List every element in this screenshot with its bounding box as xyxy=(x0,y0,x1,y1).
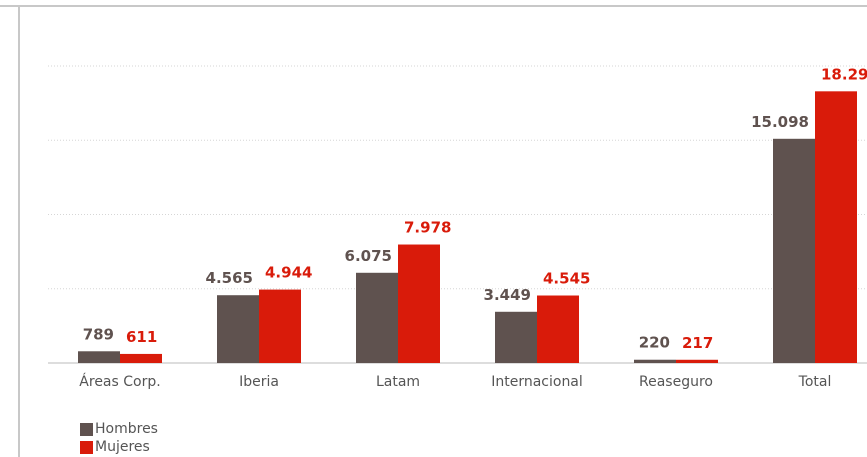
category-labels: Áreas Corp. Iberia Latam Internacional Rease… xyxy=(79,373,831,390)
value-label-mujeres: 217 xyxy=(682,334,713,352)
gridlines xyxy=(48,65,867,364)
value-label-hombres: 15.098 xyxy=(751,113,809,131)
category-label: Iberia xyxy=(239,374,279,390)
legend-label-mujeres: Mujeres xyxy=(95,439,150,455)
value-labels: 789 611 4.565 4.944 6.075 7.978 3.449 4.545 220 2… xyxy=(83,65,867,351)
value-label-hombres: 220 xyxy=(639,334,670,352)
legend-label-hombres: Hombres xyxy=(95,421,158,437)
bar-hombres xyxy=(78,351,120,363)
category-label: Latam xyxy=(376,374,420,390)
category-label: Internacional xyxy=(491,374,583,390)
bar-mujeres xyxy=(815,91,857,364)
legend-item-hombres: Hombres xyxy=(80,420,158,438)
bars xyxy=(78,91,857,364)
bar-mujeres xyxy=(259,289,301,363)
value-label-mujeres: 7.978 xyxy=(404,219,451,237)
legend: Hombres Mujeres xyxy=(80,420,158,456)
value-label-mujeres: 4.545 xyxy=(543,270,590,288)
category-label: Reaseguro xyxy=(639,374,713,390)
value-label-hombres: 6.075 xyxy=(345,247,392,265)
bar-mujeres xyxy=(537,295,579,363)
bar-hombres xyxy=(634,359,676,363)
bar-hombres xyxy=(773,138,815,363)
value-label-mujeres: 4.944 xyxy=(265,264,312,282)
bar-hombres xyxy=(356,272,398,363)
category-label: Total xyxy=(798,374,832,390)
category-label: Áreas Corp. xyxy=(79,373,160,390)
bar-hombres xyxy=(495,311,537,363)
bar-mujeres xyxy=(676,359,718,363)
bar-hombres xyxy=(217,295,259,363)
value-label-mujeres: 611 xyxy=(126,328,157,346)
bar-mujeres xyxy=(120,353,162,363)
bar-mujeres xyxy=(398,244,440,363)
value-label-hombres: 4.565 xyxy=(206,269,253,287)
value-label-hombres: 789 xyxy=(83,325,114,343)
value-label-mujeres: 18.295 xyxy=(821,65,867,83)
legend-swatch-hombres xyxy=(80,422,93,436)
legend-swatch-mujeres xyxy=(80,440,93,454)
value-label-hombres: 3.449 xyxy=(484,286,531,304)
legend-item-mujeres: Mujeres xyxy=(80,438,158,456)
